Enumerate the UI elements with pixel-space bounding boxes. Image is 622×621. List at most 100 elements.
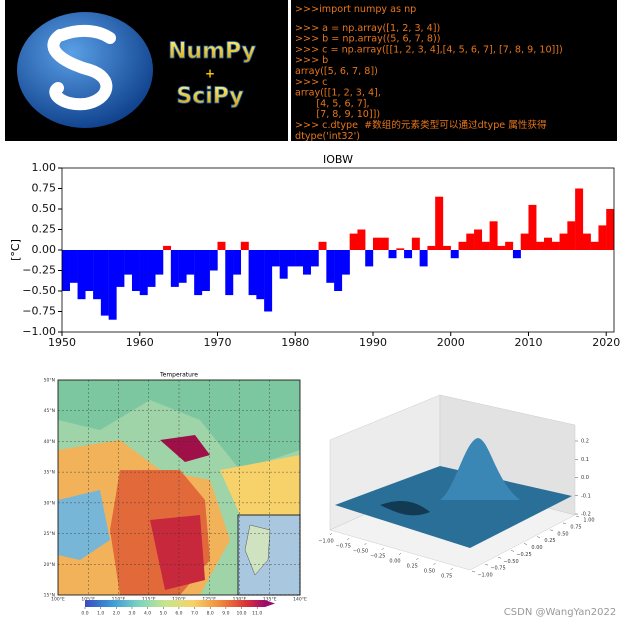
y-tick-label: 1.00	[583, 518, 594, 524]
colorbar-extend	[265, 600, 275, 607]
x-tick-label: 0.25	[407, 564, 418, 570]
bar	[186, 250, 195, 275]
y-tick	[575, 515, 580, 518]
bar	[85, 250, 94, 291]
bar	[559, 233, 568, 250]
colorbar-tick-label: 10.0	[237, 611, 247, 617]
bar	[147, 250, 156, 287]
surface-peak	[440, 438, 520, 500]
colorbar-tick-label: 7.0	[191, 611, 198, 617]
watermark: CSDN @WangYan2022	[504, 607, 616, 618]
bar	[248, 250, 257, 296]
bar	[341, 250, 350, 275]
x-tick-label: 100°E	[51, 597, 65, 603]
bar	[295, 250, 304, 267]
bar	[217, 241, 226, 250]
x-tick-label: 1960	[126, 336, 154, 349]
x-tick-label: 115°E	[142, 597, 156, 603]
colorbar-tick-label: 3.0	[128, 611, 135, 617]
y-tick-label: −0.75	[22, 305, 56, 318]
code-line: [4, 5, 6, 7],	[295, 98, 370, 109]
y-tick-label: −0.25	[22, 264, 56, 277]
bar	[225, 250, 234, 296]
bar	[380, 237, 389, 250]
map-region	[58, 490, 110, 560]
bar	[536, 241, 545, 250]
z-tick-label: -0.1	[581, 493, 591, 499]
bar	[163, 245, 172, 250]
colorbar-tick-label: 0.0	[81, 611, 88, 617]
y-tick-label: 20°N	[44, 562, 55, 568]
bar	[131, 250, 140, 291]
bar	[334, 250, 343, 291]
iobw-chart: IOBW [°C] −1.00 −0.75 −0.50 −0.25 0.00 0.25 0.50…	[9, 153, 620, 349]
y-tick-label: 0.00	[32, 243, 57, 256]
bar	[310, 250, 319, 267]
code-panel	[291, 0, 617, 141]
chart-title: IOBW	[323, 153, 353, 166]
colorbar-tick-label: 4.0	[144, 611, 151, 617]
y-tick-label: 0.25	[544, 538, 555, 544]
map-region	[58, 380, 300, 470]
y-tick	[471, 570, 476, 573]
bar	[178, 250, 187, 283]
bar	[411, 237, 420, 250]
temperature-map: Temperature 15°N 20°N 25°N 30°N 35°N 40°N 45°N 5…	[44, 372, 307, 617]
x-tick-label: −0.25	[370, 554, 385, 560]
bar	[489, 221, 498, 250]
x-tick-label: 130°E	[233, 597, 247, 603]
bar	[582, 233, 591, 250]
bar	[271, 250, 280, 267]
x-tick-label: 1970	[203, 336, 231, 349]
bar	[69, 250, 78, 283]
colorbar-tick-label: 6.0	[175, 611, 182, 617]
z-tick-label: 0.2	[581, 439, 589, 445]
bar	[326, 250, 335, 283]
y-tick-label: 0.50	[557, 531, 568, 537]
code-line: >>> c	[295, 77, 327, 88]
code-line: >>>import numpy as np	[295, 4, 416, 15]
y-tick-label: 15°N	[44, 593, 55, 599]
x-tick-label: −1.00	[318, 539, 333, 545]
x-tick	[398, 552, 402, 556]
code-line: >>> c = np.array([[1, 2, 3, 4],[4, 5, 6,…	[295, 44, 563, 55]
surface-3d: −1.00−0.75−0.50−0.250.000.250.500.75 −1.0…	[318, 394, 595, 580]
logo-scipy: SciPy	[176, 84, 243, 109]
y-tick-label: 30°N	[44, 500, 55, 506]
bar	[155, 250, 164, 275]
y-tick	[510, 550, 515, 552]
x-tick-label: 110°E	[112, 597, 126, 603]
bar	[466, 233, 475, 250]
bar	[124, 250, 133, 275]
bar	[264, 250, 273, 312]
bar	[388, 250, 397, 259]
x-tick-label: −0.75	[336, 544, 351, 550]
map-inset-land	[244, 524, 271, 576]
colorbar-tick-label: 1.0	[97, 611, 104, 617]
y-tick-label: 0.00	[531, 545, 542, 551]
bar	[450, 250, 459, 259]
bar	[256, 250, 265, 300]
bar	[201, 250, 210, 291]
y-tick-label: −0.25	[516, 552, 531, 558]
code-block: >>>import numpy as np >>> a = np.array([1…	[295, 4, 563, 142]
x-tick	[450, 567, 453, 571]
colorbar-tick-label: 8.0	[207, 611, 214, 617]
bar	[606, 209, 615, 250]
bar	[139, 250, 148, 296]
x-tick	[364, 542, 367, 546]
y-tick-label: 1.00	[32, 161, 57, 174]
colorbar	[85, 600, 265, 607]
y-tick	[484, 563, 489, 566]
y-tick	[562, 522, 567, 525]
y-tick-label: 0.50	[32, 202, 57, 215]
x-tick-label: 2020	[592, 336, 620, 349]
y-tick-label: −0.75	[490, 566, 505, 572]
x-tick-label: 0.00	[389, 559, 400, 565]
bar	[62, 250, 70, 291]
bar	[435, 196, 444, 250]
bar	[528, 204, 537, 250]
x-tick-label: 1950	[48, 336, 76, 349]
bar	[372, 237, 381, 250]
y-tick	[549, 529, 554, 531]
